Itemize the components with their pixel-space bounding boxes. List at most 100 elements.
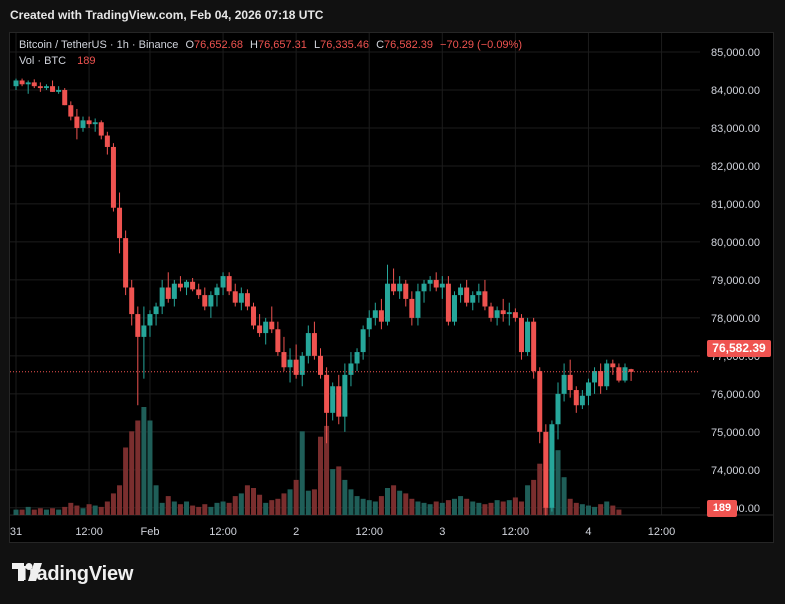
candle-body (226, 276, 232, 292)
volume-bar (525, 485, 531, 515)
candle-body (397, 283, 403, 292)
candle-body (372, 310, 378, 318)
candle-body (311, 333, 317, 356)
volume-bar (512, 497, 518, 515)
x-tick-label: 12:00 (648, 526, 676, 538)
tradingview-logo[interactable]: TradingView (12, 563, 133, 586)
volume-bar (135, 420, 141, 515)
candle-body (19, 80, 25, 85)
candle-body (354, 352, 360, 364)
volume-bar (476, 502, 482, 515)
candle-body (275, 329, 281, 353)
volume-bar (397, 490, 403, 515)
candle-body (287, 359, 293, 368)
candle-body (110, 146, 116, 208)
last-price-tag: 76,582.39 (707, 340, 771, 357)
legend-low-label: L (313, 39, 321, 51)
chart-panel[interactable]: 85,000.00 84,000.00 83,000.00 82,000.00 81,0… (9, 32, 774, 543)
candle-body (92, 122, 98, 125)
volume-bar (439, 502, 445, 515)
candle-body (555, 393, 561, 425)
y-tick-label: 81,000.00 (711, 199, 760, 211)
candlestick-chart[interactable]: 85,000.00 84,000.00 83,000.00 82,000.00 81,0… (10, 33, 774, 543)
volume-bar (159, 502, 165, 515)
y-tick-label: 82,000.00 (711, 161, 760, 173)
candle-body (293, 359, 299, 375)
volume-bar (226, 502, 232, 515)
candle-body (403, 283, 409, 299)
y-tick-label: 76,000.00 (711, 389, 760, 401)
volume-bar (592, 506, 598, 515)
candle-body (86, 120, 92, 125)
volume-bar (263, 502, 269, 515)
volume-bar (555, 450, 561, 515)
volume-bar (537, 463, 543, 515)
candles (13, 78, 634, 516)
candle-body (427, 279, 433, 284)
volume-bar (336, 466, 342, 515)
candle-body (184, 281, 190, 288)
volume-bar (604, 501, 610, 515)
candle-body (598, 371, 604, 387)
volume-bar (208, 506, 214, 515)
volume-bar (43, 509, 49, 515)
candle-body (531, 321, 537, 372)
candle-body (518, 317, 524, 353)
candle-body (50, 86, 56, 92)
volume-bar (251, 488, 257, 515)
volume-bar (13, 509, 19, 515)
volume-bar (470, 501, 476, 515)
time-axis: 31 12:00 Feb 12:00 2 12:00 3 12:00 4 12:00 (10, 526, 675, 538)
candle-body (342, 374, 348, 417)
x-tick-label: 12:00 (75, 526, 103, 538)
candle-body (202, 295, 208, 307)
candle-body (257, 325, 263, 334)
volume-bar (561, 477, 567, 515)
volume-bar (74, 505, 80, 515)
x-tick-label: 31 (10, 526, 22, 538)
y-tick-label: 75,000.00 (711, 427, 760, 439)
volume-bar (141, 407, 147, 515)
x-tick-label: Feb (140, 526, 159, 538)
volume-bar (378, 496, 384, 515)
legend-high-label: H (250, 39, 258, 51)
tradingview-logo-icon (12, 563, 42, 581)
volume-bar (494, 500, 500, 515)
candle-body (537, 371, 543, 432)
candle-body (74, 116, 80, 128)
candle-body (610, 363, 616, 368)
candle-body (525, 321, 531, 353)
volume-bar (384, 488, 390, 515)
y-tick-label: 74,000.00 (711, 465, 760, 477)
volume-bar (202, 504, 208, 515)
x-tick-label: 4 (585, 526, 591, 538)
volume-bar (68, 502, 74, 515)
candle-body (104, 135, 110, 147)
candle-body (281, 352, 287, 368)
candle-body (135, 314, 141, 337)
legend-close-value: 76,582.39 (384, 39, 433, 51)
candle-body (123, 238, 129, 288)
candle-body (561, 374, 567, 394)
legend: Bitcoin / TetherUS · 1h · Binance O76,65… (19, 37, 522, 69)
volume-bar (391, 485, 397, 515)
volume-bar (585, 505, 591, 515)
y-tick-label: 85,000.00 (711, 47, 760, 59)
volume-bar (372, 501, 378, 515)
candle-body (409, 298, 415, 318)
candle-body (305, 333, 311, 356)
volume-bar (287, 489, 293, 515)
candle-body (129, 287, 135, 315)
volume-bar (324, 425, 330, 515)
candle-body (141, 325, 147, 337)
candle-body (153, 306, 159, 315)
volume-bar (165, 496, 171, 515)
volume-bar (451, 498, 457, 515)
volume-bar (232, 496, 238, 515)
candle-body (269, 321, 275, 330)
volume-bar (196, 506, 202, 515)
candle-body (585, 382, 591, 396)
volume-tag: 189 (707, 500, 737, 517)
volume-bar (409, 498, 415, 515)
candle-body (464, 287, 470, 303)
